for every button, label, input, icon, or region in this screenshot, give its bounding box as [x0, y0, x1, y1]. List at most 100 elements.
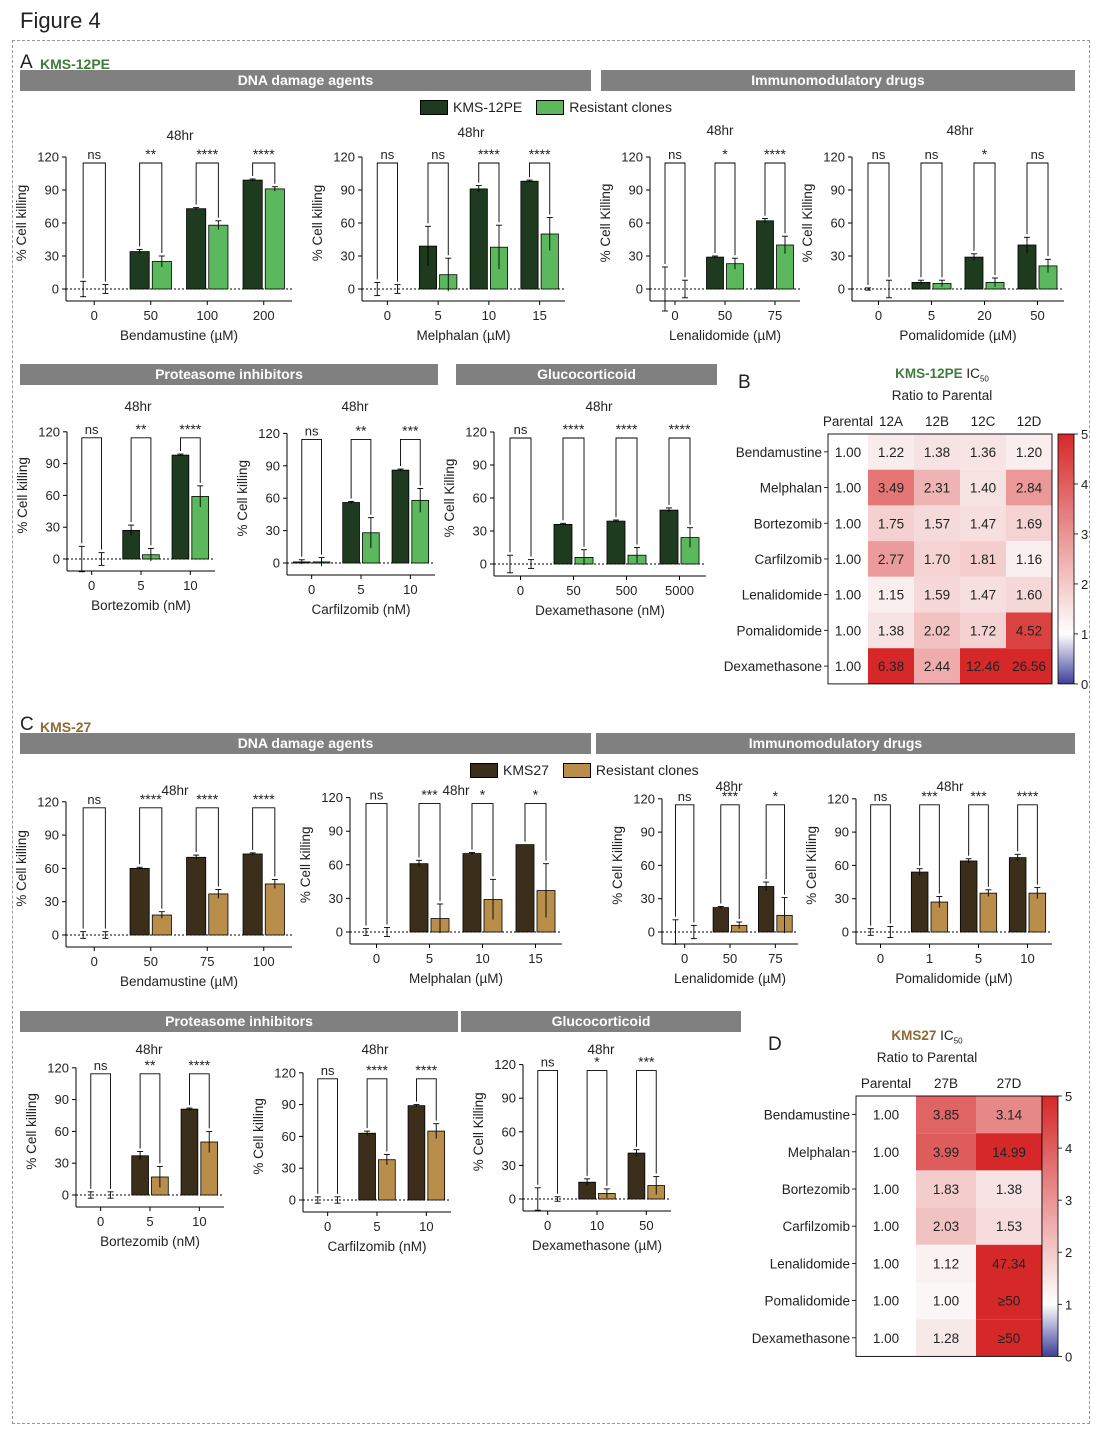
- significance-label: ns: [305, 423, 319, 438]
- heatmap-cell: [856, 1170, 916, 1208]
- bar-parental: [462, 853, 482, 933]
- y-tick-label: 60: [55, 1124, 69, 1139]
- heatmap-cell-value: 1.00: [873, 1256, 899, 1271]
- heatmap-b-title-sub: 50: [979, 374, 989, 384]
- x-tick-label: 1: [926, 951, 933, 966]
- y-tick-label: 90: [282, 1097, 296, 1112]
- y-axis-label: % Cell killing: [14, 185, 29, 262]
- significance-bracket: [920, 162, 943, 278]
- heatmap-cell-value: 1.00: [933, 1294, 959, 1309]
- heatmap-cell: [1006, 612, 1052, 649]
- significance-label: ns: [668, 147, 682, 162]
- significance-label: ****: [563, 421, 585, 437]
- heatmap-cell: [976, 1207, 1042, 1245]
- heatmap-cell: [976, 1319, 1042, 1357]
- colorbar-tick-label: 2: [1081, 577, 1088, 592]
- heatmap-cell: [856, 1133, 916, 1171]
- heatmap-cell: [960, 469, 1006, 506]
- heatmap-cell-value: 6.38: [878, 659, 904, 674]
- significance-bracket: [635, 1070, 657, 1174]
- heatmap-cell-value: ≥50: [998, 1294, 1020, 1309]
- significance-bracket: [524, 803, 547, 861]
- legend-swatch-resistant: [536, 99, 565, 115]
- x-axis-label: Dexamethasone (nM): [535, 603, 665, 618]
- y-tick-label: 60: [282, 1129, 296, 1144]
- heatmap-cell: [856, 1319, 916, 1357]
- x-axis-label: Bortezomib (nM): [100, 1234, 200, 1249]
- chart-title: 48hr: [946, 123, 974, 138]
- heatmap-cell: [960, 612, 1006, 649]
- significance-label: *: [773, 788, 779, 804]
- x-tick-label: 200: [253, 308, 275, 323]
- x-tick-label: 50: [144, 308, 158, 323]
- bar-parental: [407, 1105, 426, 1201]
- heatmap-cell-value: 2.84: [1016, 481, 1043, 496]
- heatmap-cell-value: 1.00: [873, 1294, 899, 1309]
- x-tick-label: 10: [403, 582, 417, 597]
- significance-bracket: [586, 1070, 608, 1186]
- x-tick-label: 0: [384, 308, 391, 323]
- heatmap-cell-value: 1.00: [835, 588, 861, 603]
- legend-label-parental: KMS-12PE: [453, 99, 523, 115]
- x-tick-label: 5: [357, 582, 364, 597]
- x-tick-label: 10: [475, 951, 489, 966]
- banner-a-immunomodulatory: Immunomodulatory drugs: [601, 70, 1075, 91]
- heatmap-row-label: Pomalidomide: [736, 623, 822, 638]
- heatmap-cell-value: 1.00: [873, 1219, 899, 1234]
- heatmap-cell-value: 2.03: [933, 1219, 959, 1234]
- bar-parental: [1008, 857, 1027, 933]
- colorbar-tick-label: 0: [1065, 1349, 1072, 1364]
- heatmap-cell-value: 47.34: [992, 1256, 1026, 1271]
- heatmap-cell-value: 1.00: [873, 1145, 899, 1160]
- heatmap-cell-value: 3.49: [878, 481, 904, 496]
- heatmap-cell: [916, 1133, 976, 1171]
- heatmap-row-label: Melphalan: [788, 1145, 850, 1160]
- significance-bracket: [668, 437, 691, 525]
- x-tick-label: 0: [671, 308, 678, 323]
- chart-a1: 48hr 0 30 60 90 120 % Cell killing Bendamustine…: [14, 128, 292, 343]
- x-tick-label: 15: [528, 951, 542, 966]
- legend-label-parental: KMS27: [503, 762, 549, 778]
- y-tick-label: 120: [38, 424, 60, 439]
- heatmap-b: Bendamustine 1.00 1.22 1.38 1.36 1.20 Melphala…: [724, 414, 1089, 692]
- heatmap-cell-value: 1.59: [924, 588, 950, 603]
- heatmap-cell-value: 2.02: [924, 623, 950, 638]
- significance-label: ****: [366, 1062, 388, 1078]
- heatmap-cell-value: 1.38: [878, 623, 904, 638]
- heatmap-cell: [960, 576, 1006, 613]
- heatmap-cell-value: 1.00: [835, 552, 861, 567]
- bar-parental: [758, 886, 775, 933]
- chart-a7: 48hr 0 30 60 90 120 % Cell Killing Dexamethason…: [442, 399, 706, 618]
- y-tick-label: 30: [502, 1158, 516, 1173]
- y-tick-label: 90: [831, 183, 845, 198]
- heatmap-cell-value: 1.38: [996, 1182, 1022, 1197]
- heatmap-cell: [1006, 541, 1052, 577]
- chart-title: 48hr: [585, 399, 613, 414]
- x-tick-label: 10: [192, 1214, 206, 1229]
- y-axis-label: % Cell killing: [24, 1093, 39, 1170]
- y-tick-label: 90: [641, 825, 655, 840]
- bar-parental: [131, 1155, 149, 1196]
- significance-bracket: [509, 437, 532, 557]
- heatmap-cell: [916, 1170, 976, 1208]
- heatmap-cell: [856, 1244, 916, 1282]
- heatmap-cell: [976, 1096, 1042, 1134]
- y-tick-label: 90: [629, 183, 643, 198]
- significance-bracket: [399, 438, 421, 486]
- x-tick-label: 0: [91, 308, 98, 323]
- bar-resistant: [378, 1159, 396, 1201]
- heatmap-cell-value: 1.00: [835, 445, 861, 460]
- x-tick-label: 50: [639, 1218, 653, 1233]
- significance-label: ****: [616, 421, 638, 437]
- chart-title: 48hr: [715, 779, 743, 794]
- significance-bracket: [139, 807, 163, 909]
- heatmap-cell-value: 1.28: [933, 1331, 959, 1346]
- significance-bracket: [562, 437, 585, 547]
- heatmap-cell: [828, 434, 868, 470]
- bar-parental: [358, 1132, 376, 1201]
- heatmap-cell-value: 1.00: [873, 1182, 899, 1197]
- heatmap-cell-value: 14.99: [992, 1145, 1026, 1160]
- significance-bracket: [529, 162, 551, 215]
- bar-parental: [129, 251, 150, 290]
- x-tick-label: 15: [532, 308, 546, 323]
